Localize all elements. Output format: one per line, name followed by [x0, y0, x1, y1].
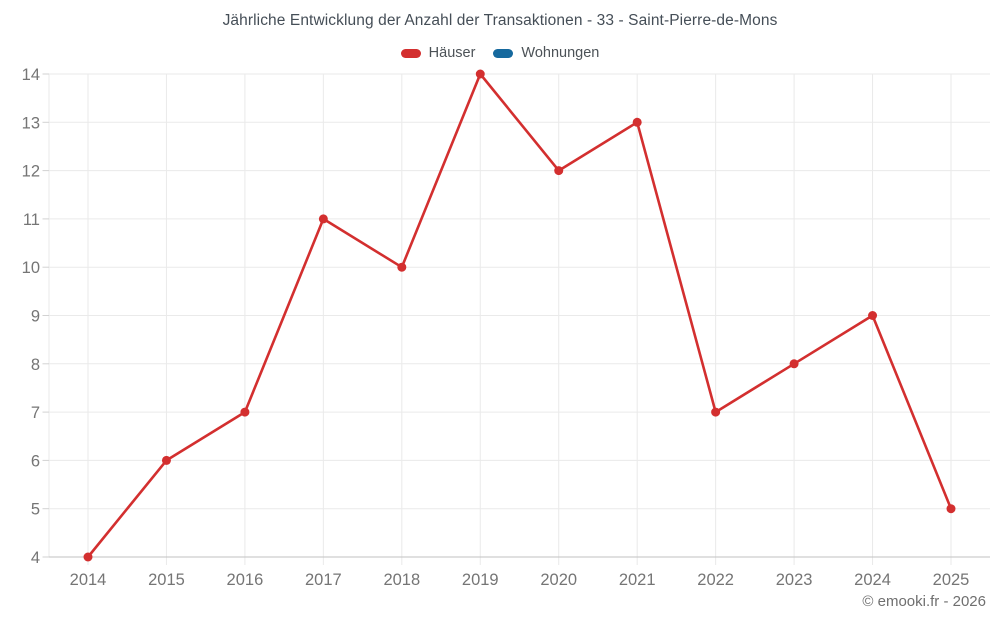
y-tick-label: 9 [31, 308, 40, 326]
y-tick-label: 13 [22, 114, 40, 132]
y-tick-label: 7 [31, 404, 40, 422]
x-tick-label: 2022 [697, 571, 734, 589]
x-tick-label: 2016 [227, 571, 264, 589]
data-point-hauser[interactable] [711, 407, 721, 417]
x-tick-label: 2014 [70, 571, 107, 589]
x-tick-label: 2025 [933, 571, 970, 589]
data-point-hauser[interactable] [318, 214, 328, 224]
y-tick-label: 14 [22, 66, 40, 84]
legend-item-wohnungen[interactable]: Wohnungen [493, 45, 599, 61]
data-point-hauser[interactable] [632, 117, 642, 127]
x-tick-label: 2024 [854, 571, 891, 589]
y-tick-label: 11 [23, 211, 40, 229]
data-point-hauser[interactable] [868, 311, 878, 320]
data-point-hauser[interactable] [161, 455, 171, 465]
y-tick-label: 6 [31, 452, 40, 470]
series-line-hauser [86, 72, 953, 559]
data-point-hauser[interactable] [475, 69, 485, 79]
data-point-hauser[interactable] [397, 262, 407, 272]
legend-item-hauser[interactable]: Häuser [400, 45, 476, 61]
data-point-hauser[interactable] [946, 504, 956, 514]
y-tick-label: 5 [31, 501, 40, 519]
x-tick-label: 2018 [383, 571, 420, 589]
legend-swatch-wohnungen [493, 48, 514, 58]
copyright-text: © emooki.fr - 2026 [862, 593, 986, 610]
chart-legend: Häuser Wohnungen [0, 45, 1000, 61]
data-point-hauser[interactable] [83, 552, 93, 562]
data-point-hauser[interactable] [789, 359, 799, 369]
x-tick-label: 2017 [305, 571, 342, 589]
legend-label-wohnungen: Wohnungen [521, 45, 600, 61]
legend-swatch-hauser [400, 48, 421, 58]
x-tick-label: 2023 [776, 571, 813, 589]
y-tick-label: 10 [22, 259, 40, 277]
y-tick-label: 12 [22, 163, 40, 181]
x-tick-label: 2019 [462, 571, 499, 589]
x-tick-label: 2015 [148, 571, 185, 589]
data-point-hauser[interactable] [240, 407, 250, 417]
chart-title: Jährliche Entwicklung der Anzahl der Tra… [222, 12, 778, 29]
data-point-hauser[interactable] [554, 166, 564, 176]
y-tick-label: 8 [31, 356, 40, 374]
x-tick-label: 2020 [540, 571, 577, 589]
y-tick-label: 4 [31, 549, 40, 567]
legend-label-hauser: Häuser [428, 45, 476, 61]
x-tick-label: 2021 [619, 571, 656, 589]
